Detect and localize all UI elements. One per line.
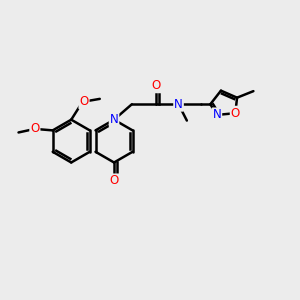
Text: O: O (110, 174, 119, 188)
Text: N: N (174, 98, 183, 111)
Text: O: O (152, 79, 161, 92)
Text: O: O (30, 122, 40, 135)
Text: N: N (212, 108, 221, 122)
Text: O: O (231, 107, 240, 120)
Text: N: N (110, 113, 118, 126)
Text: O: O (80, 95, 88, 108)
